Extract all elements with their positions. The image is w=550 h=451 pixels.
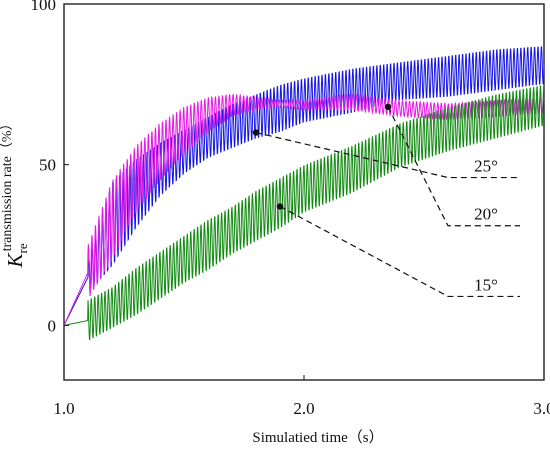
- annotation-dot: [277, 203, 283, 209]
- annotation-label: 25°: [474, 157, 498, 176]
- y-tick-label: 0: [48, 316, 57, 335]
- series-line-2: [64, 94, 544, 325]
- x-axis-label: Simulatied time（s）: [252, 429, 383, 446]
- annotation-label: 20°: [474, 205, 498, 224]
- y-axis-label-text: transmission rate（%）: [0, 116, 15, 251]
- annotation-dot: [385, 104, 391, 110]
- annotation-dot: [253, 129, 259, 135]
- x-tick-label: 3.0: [533, 399, 550, 418]
- x-tick-label: 2.0: [293, 399, 314, 418]
- y-axis-label: Kretransmission rate（%）: [0, 116, 30, 268]
- y-tick-label: 50: [39, 156, 56, 175]
- x-tick-label: 1.0: [53, 399, 74, 418]
- series-line-1: [64, 47, 544, 325]
- y-axis-label-subscript: re: [15, 243, 30, 253]
- y-axis-label-symbol: K: [3, 253, 27, 269]
- y-tick-label: 100: [31, 0, 57, 14]
- annotation-label: 15°: [474, 275, 498, 294]
